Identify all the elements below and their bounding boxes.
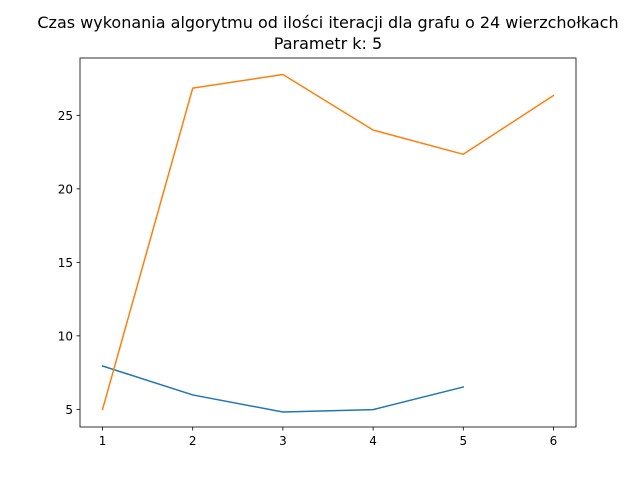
y-tick-label-25: 25 [58,109,73,123]
x-tick-label-1: 1 [99,434,107,448]
chart-subtitle: Parametr k: 5 [274,34,382,53]
axes-frame [79,57,577,428]
x-tick-label-6: 6 [550,434,558,448]
y-tick-label-20: 20 [58,182,73,196]
y-tick-label-5: 5 [65,403,73,417]
x-tick-label-3: 3 [279,434,287,448]
series-line-2 [101,73,555,411]
x-tick-label-4: 4 [369,434,377,448]
plot-area: 1 2 3 4 5 6 5 10 15 20 25 [58,57,577,448]
chart-title: Czas wykonania algorytmu od ilości itera… [37,13,618,32]
x-tick-label-5: 5 [459,434,467,448]
y-tick-label-10: 10 [58,329,73,343]
series-line-1 [101,365,465,413]
x-tick-label-2: 2 [189,434,197,448]
y-tick-label-15: 15 [58,256,73,270]
